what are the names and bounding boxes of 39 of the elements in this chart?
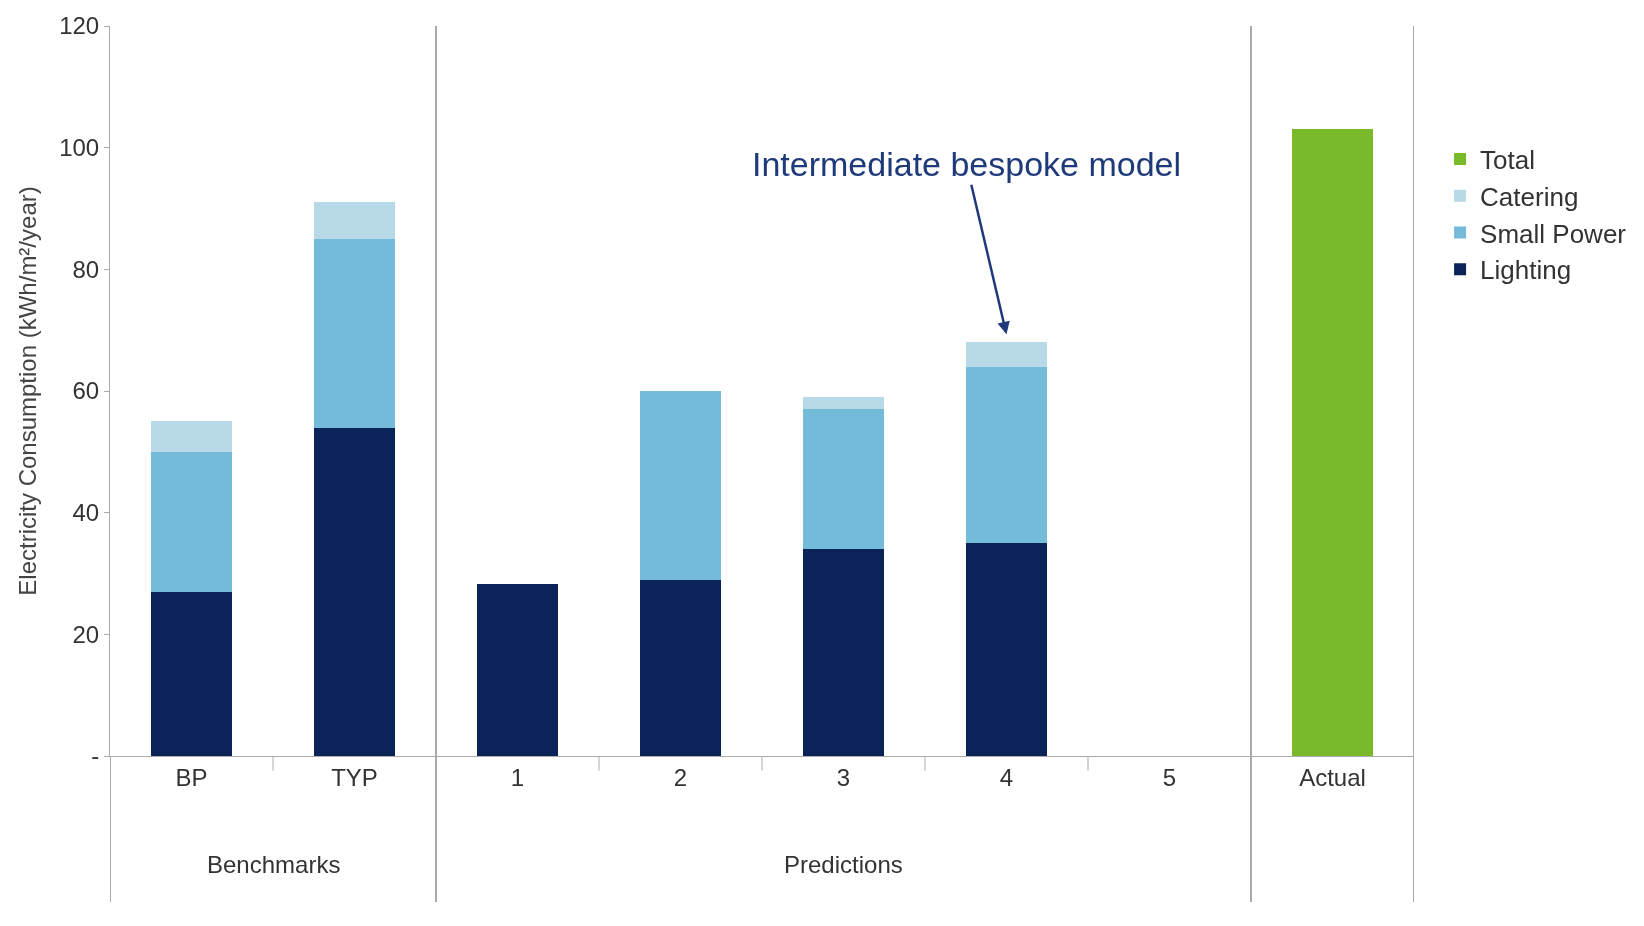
bar — [802, 409, 885, 550]
bar — [313, 202, 396, 239]
bar — [802, 397, 885, 410]
x-tick-label: 2 — [673, 763, 688, 791]
bar — [150, 421, 233, 452]
y-tick-label: - — [91, 742, 100, 770]
y-tick-label: 60 — [72, 377, 100, 405]
legend-label: Total — [1480, 145, 1535, 176]
y-tick-label: 40 — [72, 499, 100, 527]
bar — [313, 427, 396, 756]
y-axis-title: Electricity Consumption (kWh/m²/year) — [14, 186, 42, 596]
legend-label: Small Power — [1480, 218, 1627, 249]
y-tick-label: 100 — [59, 134, 100, 162]
x-tick-label: 1 — [510, 763, 525, 791]
y-tick-label: 80 — [72, 255, 100, 283]
legend-label: Lighting — [1480, 255, 1572, 286]
x-tick-label: BP — [175, 763, 208, 791]
bar — [150, 591, 233, 756]
bar — [476, 583, 559, 756]
x-tick-label: 3 — [836, 763, 851, 791]
bar — [150, 451, 233, 592]
bar — [639, 391, 722, 580]
x-tick-label: Actual — [1299, 763, 1366, 791]
bar — [965, 366, 1048, 544]
legend-label: Catering — [1480, 181, 1579, 212]
y-tick-label: 20 — [72, 620, 100, 648]
annotation: Intermediate bespoke model — [752, 145, 1182, 183]
bar — [1291, 129, 1374, 756]
bar — [965, 543, 1048, 756]
x-tick-label: TYP — [331, 763, 378, 791]
x-tick-label: 5 — [1162, 763, 1177, 791]
text: Predictions — [784, 851, 903, 878]
text: Benchmarks — [207, 851, 341, 878]
bar — [965, 342, 1048, 367]
y-tick-label: 120 — [59, 12, 100, 40]
x-tick-label: 4 — [999, 763, 1014, 791]
bar — [802, 549, 885, 756]
bar — [313, 238, 396, 428]
bar — [639, 579, 722, 756]
